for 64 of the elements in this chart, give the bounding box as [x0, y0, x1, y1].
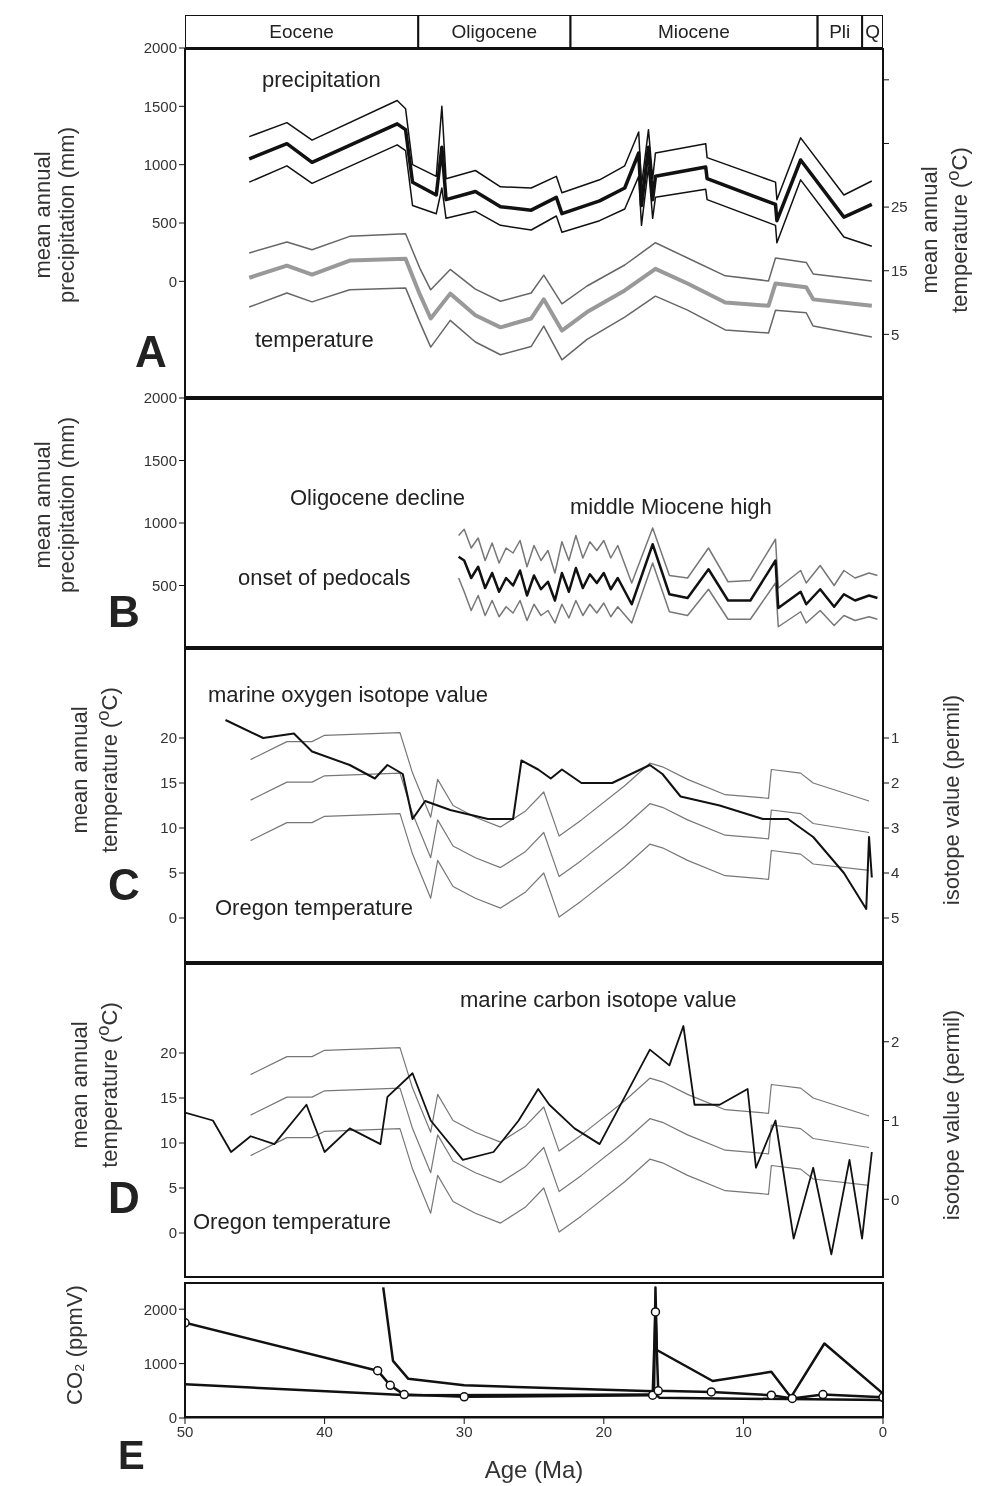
x-tick-label: 40: [316, 1422, 333, 1440]
y2-axis-title: isotope value (permil): [938, 694, 964, 906]
y-tick-label: 0: [168, 1409, 177, 1427]
y2-axis-title: isotope value (permil): [938, 1009, 964, 1221]
x-tick-label: 20: [595, 1422, 613, 1440]
y-tick-label: 20: [160, 1044, 177, 1062]
x-tick-label: 0: [878, 1422, 888, 1440]
annotation: middle Miocene high: [570, 494, 772, 519]
annotation: marine oxygen isotope value: [208, 682, 489, 707]
y2-tick-label: 0: [891, 1190, 900, 1208]
text: A: [135, 327, 167, 376]
y-tick-label: 0: [168, 272, 177, 290]
x-tick-label: 10: [735, 1422, 752, 1440]
y-tick-label: 0: [168, 1224, 177, 1242]
y-tick-label: 5: [168, 1179, 177, 1197]
annotation: precipitation: [262, 67, 381, 92]
text: D: [108, 1173, 140, 1222]
text: E: [118, 1433, 145, 1477]
y2-tick-label: 2: [891, 774, 900, 792]
annotation: Oligocene decline: [290, 485, 465, 510]
y-axis-title: mean annual precipitation (mm): [29, 416, 79, 594]
series-label: Eocene: [269, 21, 334, 43]
y-tick-label: 15: [160, 774, 177, 792]
series-label: Oligocene: [451, 21, 537, 43]
y-tick-label: 2000: [143, 39, 177, 57]
annotation: Oregon temperature: [215, 895, 414, 920]
annotation: onset of pedocals: [238, 565, 411, 590]
x-tick-label: 50: [176, 1422, 194, 1440]
y-tick-label: 2000: [143, 389, 177, 407]
y-tick-label: 10: [160, 1134, 177, 1152]
y-axis-title: CO₂ (ppmV): [61, 1285, 87, 1405]
y2-tick-label: 25: [891, 198, 908, 216]
y-tick-label: 20: [160, 729, 177, 747]
x-tick-label: 30: [455, 1422, 473, 1440]
annotation: marine carbon isotope value: [460, 987, 737, 1012]
annotation: Oregon temperature: [193, 1209, 392, 1234]
y-tick-label: 1500: [143, 451, 177, 469]
y-tick-label: 1000: [143, 155, 177, 173]
y2-tick-label: 5: [891, 325, 900, 343]
y2-tick-label: 1: [891, 1111, 900, 1129]
annotation: temperature: [255, 327, 374, 352]
y-tick-label: 5: [168, 864, 177, 882]
y2-tick-label: 3: [891, 819, 900, 837]
y2-tick-label: 5: [891, 909, 900, 927]
y2-tick-label: 15: [891, 262, 908, 280]
x-axis-title: Age (Ma): [484, 1456, 584, 1483]
y2-tick-label: 2: [891, 1033, 900, 1051]
y-tick-label: 0: [168, 909, 177, 927]
y-tick-label: 10: [160, 819, 177, 837]
series-label: Q: [865, 21, 880, 43]
y-tick-label: 1000: [143, 514, 177, 532]
y-tick-label: 1500: [143, 97, 177, 115]
y-tick-label: 15: [160, 1089, 177, 1107]
series-label: Miocene: [657, 21, 730, 43]
y-tick-label: 2000: [143, 1300, 177, 1318]
text: B: [108, 587, 140, 636]
y-axis-title: mean annual precipitation (mm): [29, 126, 79, 304]
text: C: [108, 860, 140, 909]
y2-tick-label: 4: [891, 864, 900, 882]
y-tick-label: 500: [151, 214, 177, 232]
y-tick-label: 500: [151, 576, 177, 594]
series-label: Pli: [829, 21, 851, 43]
y2-tick-label: 1: [891, 729, 900, 747]
y-tick-label: 1000: [143, 1354, 177, 1372]
